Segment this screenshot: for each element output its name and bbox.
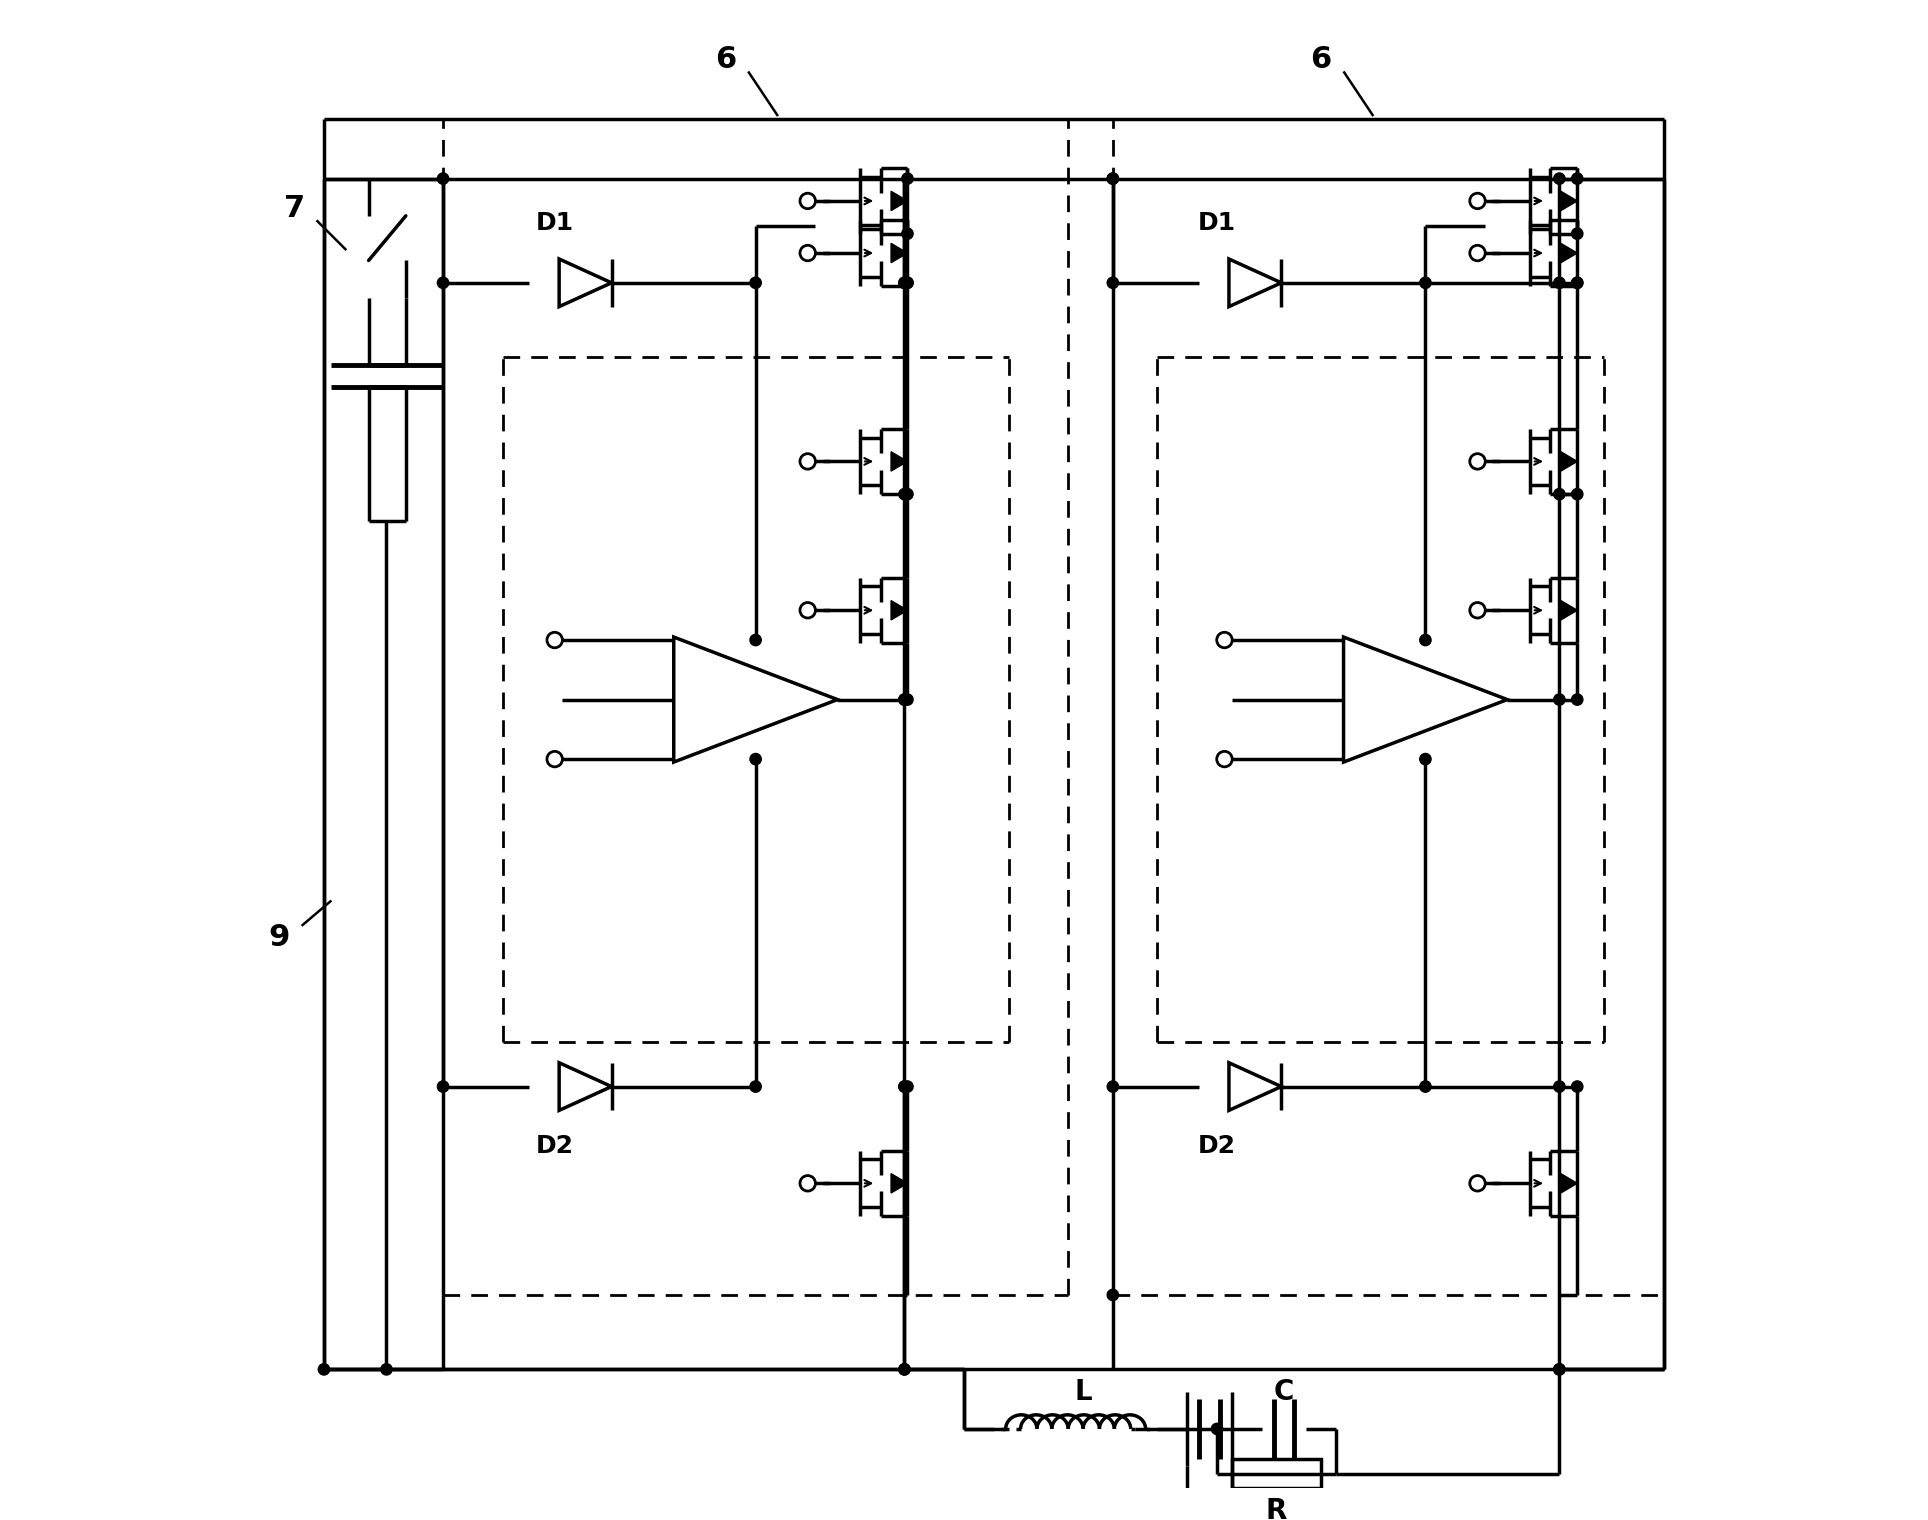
Circle shape xyxy=(1419,1081,1431,1093)
Polygon shape xyxy=(891,451,908,471)
Circle shape xyxy=(318,1363,330,1376)
Circle shape xyxy=(1419,634,1431,646)
Circle shape xyxy=(898,488,910,500)
Polygon shape xyxy=(1562,451,1577,471)
Polygon shape xyxy=(1562,600,1577,620)
Circle shape xyxy=(902,277,914,289)
Polygon shape xyxy=(1562,243,1577,263)
Circle shape xyxy=(750,634,762,646)
Circle shape xyxy=(898,277,910,289)
Circle shape xyxy=(1554,1363,1566,1376)
Circle shape xyxy=(1107,1289,1118,1301)
Circle shape xyxy=(1571,488,1583,500)
Text: C: C xyxy=(1274,1377,1294,1406)
Circle shape xyxy=(548,751,563,768)
Polygon shape xyxy=(891,600,908,620)
Circle shape xyxy=(898,277,910,289)
Text: R: R xyxy=(1267,1497,1288,1520)
Circle shape xyxy=(1211,1423,1222,1435)
Circle shape xyxy=(1469,245,1485,261)
Circle shape xyxy=(898,695,910,705)
Circle shape xyxy=(898,1081,910,1093)
Circle shape xyxy=(800,245,816,261)
Circle shape xyxy=(902,695,914,705)
Circle shape xyxy=(1107,173,1118,184)
Circle shape xyxy=(898,1363,910,1376)
Circle shape xyxy=(548,632,563,648)
Circle shape xyxy=(902,1081,914,1093)
Circle shape xyxy=(902,173,914,184)
Circle shape xyxy=(1217,632,1232,648)
Circle shape xyxy=(750,1081,762,1093)
Text: D2: D2 xyxy=(1197,1134,1236,1158)
Circle shape xyxy=(1419,754,1431,765)
Text: 7: 7 xyxy=(283,195,305,223)
Circle shape xyxy=(1554,695,1566,705)
Circle shape xyxy=(1571,173,1583,184)
Circle shape xyxy=(898,695,910,705)
Polygon shape xyxy=(1562,1173,1577,1193)
Text: L: L xyxy=(1074,1377,1091,1406)
Circle shape xyxy=(1469,453,1485,470)
Polygon shape xyxy=(1562,192,1577,211)
Circle shape xyxy=(898,1363,910,1376)
Polygon shape xyxy=(891,243,908,263)
Circle shape xyxy=(800,453,816,470)
Circle shape xyxy=(1469,602,1485,619)
Text: 9: 9 xyxy=(268,923,289,952)
Circle shape xyxy=(800,193,816,208)
Circle shape xyxy=(1571,1081,1583,1093)
Circle shape xyxy=(438,1081,449,1093)
Circle shape xyxy=(1554,488,1566,500)
Circle shape xyxy=(1469,193,1485,208)
Circle shape xyxy=(1554,1363,1566,1376)
Circle shape xyxy=(902,228,914,239)
Text: D1: D1 xyxy=(536,211,575,236)
Circle shape xyxy=(902,277,914,289)
Circle shape xyxy=(1571,277,1583,289)
Circle shape xyxy=(1571,277,1583,289)
Circle shape xyxy=(438,277,449,289)
Circle shape xyxy=(800,602,816,619)
Text: D2: D2 xyxy=(536,1134,575,1158)
Text: 6: 6 xyxy=(1311,46,1332,74)
Circle shape xyxy=(1107,1081,1118,1093)
Text: D1: D1 xyxy=(1197,211,1236,236)
Circle shape xyxy=(1469,1175,1485,1192)
Circle shape xyxy=(1554,277,1566,289)
Circle shape xyxy=(1571,228,1583,239)
Circle shape xyxy=(750,277,762,289)
Circle shape xyxy=(800,1175,816,1192)
Circle shape xyxy=(750,754,762,765)
Polygon shape xyxy=(891,1173,908,1193)
Circle shape xyxy=(1554,173,1566,184)
Text: 6: 6 xyxy=(715,46,736,74)
Circle shape xyxy=(1419,277,1431,289)
Circle shape xyxy=(1107,277,1118,289)
Circle shape xyxy=(382,1363,391,1376)
Circle shape xyxy=(1217,751,1232,768)
Circle shape xyxy=(1571,695,1583,705)
Circle shape xyxy=(438,173,449,184)
Circle shape xyxy=(898,1081,910,1093)
Polygon shape xyxy=(891,192,908,211)
Circle shape xyxy=(1107,173,1118,184)
Circle shape xyxy=(1554,1081,1566,1093)
Circle shape xyxy=(902,488,914,500)
